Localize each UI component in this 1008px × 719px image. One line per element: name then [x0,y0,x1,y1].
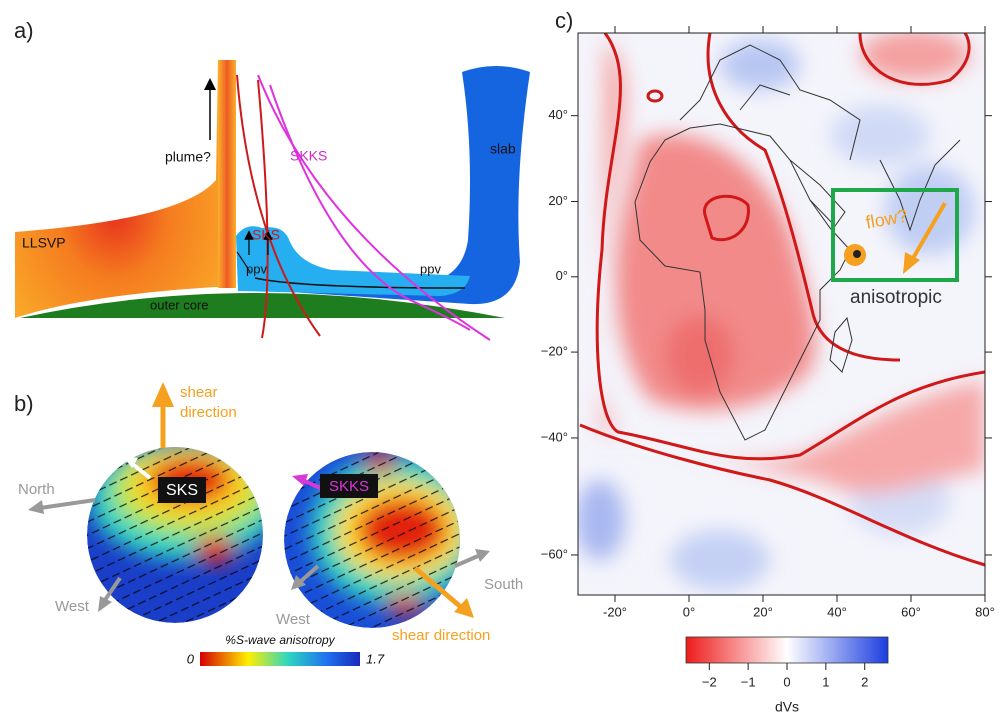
marker [853,250,861,258]
label-llsvp: LLSVP [22,235,66,251]
colorbar-tick-label: 2 [861,674,868,689]
x-tick-label: 80° [975,604,995,619]
x-tick-label: 40° [827,604,847,619]
x-tick-label: 60° [901,604,921,619]
label-shear: shear [180,384,218,401]
slab [290,66,530,304]
label-west: West [55,598,90,615]
label-shear: shear direction [392,627,490,644]
panel-label: b) [14,391,34,416]
colorbar-tick-label: 0 [783,674,790,689]
label-slab: slab [490,141,516,157]
label-anisotropic: anisotropic [850,287,942,308]
colorbar [686,637,888,663]
pole-figure [284,452,480,628]
colorbar-tick-label: 1 [822,674,829,689]
map [575,30,985,595]
colorbar [200,652,360,666]
plume [218,60,236,288]
colorbar-min: 0 [187,651,195,666]
x-tick-label: -20° [603,604,627,619]
arrow [28,500,44,514]
label-south: South [484,576,523,593]
colorbar-tick-label: −1 [741,674,756,689]
colorbar-title: %S-wave anisotropy [225,633,335,647]
label-west: West [276,611,311,628]
y-tick-label: 40° [548,107,568,122]
arrow [40,500,95,508]
label-shear: direction [180,404,237,421]
panel-label: c) [555,8,573,33]
arrow [152,382,174,407]
colorbar-tick-label: −2 [702,674,717,689]
label-outer-core: outer core [150,297,209,312]
label-sks: SKS [252,227,280,243]
y-tick-label: −60° [541,546,568,561]
panel-b: b) shear directi [14,382,523,666]
panel-label: a) [14,18,34,43]
label-plume: plume? [165,149,211,165]
label-ppv: ppv [420,261,441,276]
y-tick-label: −40° [541,429,568,444]
x-tick-label: 20° [753,604,773,619]
y-tick-label: 0° [556,268,568,283]
label-ppv: ppv [246,261,267,276]
figure: a) plume? SKKS SKS slab LLSVP ppv ppv ou… [0,0,1008,719]
label-north: North [18,481,55,498]
arrow [455,556,478,566]
llsvp-body [15,60,236,318]
label-skks: SKKS [329,478,369,495]
y-tick-label: 20° [548,193,568,208]
x-tick-label: 0° [683,604,695,619]
label-skks: SKKS [290,148,327,164]
y-tick-label: −20° [541,344,568,359]
pole-figure [87,440,280,623]
panel-a: a) plume? SKKS SKS slab LLSVP ppv ppv ou… [14,18,530,340]
colorbar-max: 1.7 [366,651,385,666]
label-sks: SKS [166,482,198,499]
colorbar-label: dVs [775,699,799,715]
